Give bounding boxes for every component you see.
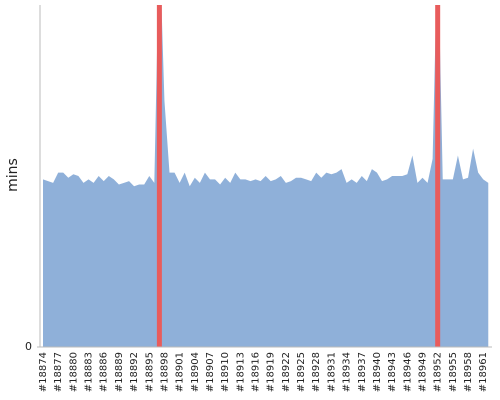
x-tick-label: #18940 <box>372 352 383 392</box>
x-tick-label: #18913 <box>235 352 246 392</box>
y-tick-label: 0 <box>25 340 32 353</box>
x-tick-label: #18937 <box>357 352 368 392</box>
highlight-bar <box>156 5 162 347</box>
x-tick-label: #18907 <box>205 352 216 392</box>
x-tick-label: #18901 <box>175 352 186 392</box>
x-tick-label: #18952 <box>433 352 444 392</box>
y-axis-label: mins <box>5 158 21 192</box>
x-tick-label: #18880 <box>68 352 79 392</box>
x-tick-label: #18877 <box>53 352 64 392</box>
x-tick-label: #18904 <box>190 352 201 392</box>
x-tick-label: #18934 <box>342 352 353 392</box>
x-tick-label: #18910 <box>220 352 231 392</box>
x-tick-label: #18928 <box>311 352 322 392</box>
x-tick-label: #18883 <box>84 352 95 392</box>
highlight-bar <box>435 5 441 347</box>
area <box>43 5 489 347</box>
x-tick-label: #18919 <box>266 352 277 392</box>
x-tick-label: #18898 <box>159 352 170 392</box>
x-tick-label: #18958 <box>463 352 474 392</box>
x-tick-label: #18874 <box>38 352 49 392</box>
x-tick-label: #18955 <box>448 352 459 392</box>
x-tick-label: #18943 <box>387 352 398 392</box>
x-tick-label: #18931 <box>326 352 337 392</box>
x-tick-label: #18886 <box>99 352 110 392</box>
x-tick-label: #18949 <box>418 352 429 392</box>
x-tick-label: #18892 <box>129 352 140 392</box>
x-tick-label: #18922 <box>281 352 292 392</box>
x-tick-label: #18925 <box>296 352 307 392</box>
x-tick-label: #18961 <box>478 352 489 392</box>
x-tick-label: #18916 <box>251 352 262 392</box>
x-tick-label: #18889 <box>114 352 125 392</box>
x-tick-label: #18895 <box>144 352 155 392</box>
plot-area <box>43 5 489 347</box>
x-tick-label: #18946 <box>402 352 413 392</box>
